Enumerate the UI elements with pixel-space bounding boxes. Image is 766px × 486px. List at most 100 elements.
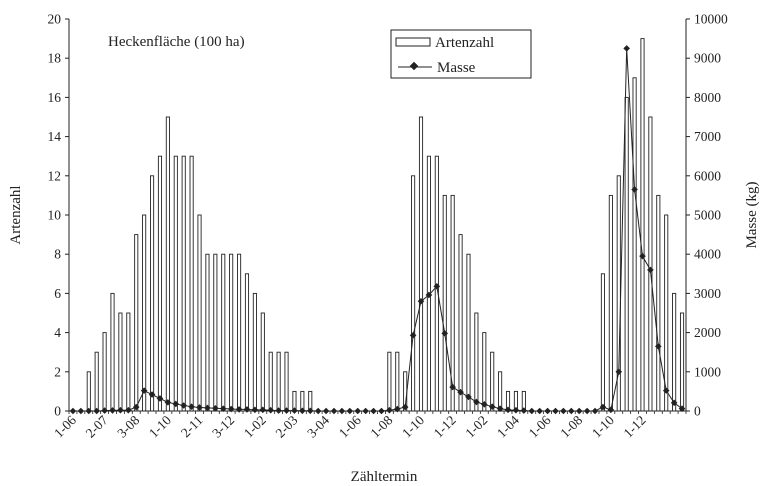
bar-artenzahl-49 — [458, 234, 463, 412]
point-masse-15 — [188, 403, 195, 410]
point-masse-77 — [678, 405, 686, 412]
x-tick-label-16: 1-08 — [557, 412, 585, 440]
right-tick-label-10: 10000 — [694, 12, 728, 27]
x-tick-label-11: 1-10 — [399, 412, 427, 440]
x-tick-label-17: 1-10 — [589, 412, 617, 440]
point-masse-55 — [504, 406, 512, 414]
right-axis-label: Masse (kg) — [744, 181, 760, 248]
x-tick-label-4: 2-11 — [178, 413, 206, 441]
bar-artenzahl-40 — [387, 351, 392, 412]
left-tick-label-1: 2 — [54, 364, 61, 379]
point-masse-23 — [251, 406, 259, 414]
bar-artenzahl-68 — [608, 194, 613, 412]
bar-artenzahl-4 — [102, 332, 107, 412]
point-masse-42 — [401, 403, 409, 411]
point-masse-69 — [615, 368, 623, 376]
point-masse-51 — [473, 398, 480, 406]
point-masse-14 — [180, 402, 187, 409]
point-masse-75 — [662, 387, 670, 394]
bar-artenzahl-17 — [205, 253, 210, 412]
legend-bar-swatch — [395, 37, 431, 47]
bar-artenzahl-11 — [157, 155, 163, 412]
point-masse-48 — [449, 383, 456, 391]
legend-label-artenzahl: Artenzahl — [435, 35, 494, 51]
bar-artenzahl-21 — [237, 253, 242, 412]
right-tick-label-4: 4000 — [694, 247, 721, 262]
left-tick-label-0: 0 — [54, 404, 61, 419]
bar-artenzahl-53 — [490, 351, 495, 412]
left-axis-ticks: 0 2 4 6 8 10 12 14 16 18 20 — [48, 12, 69, 419]
bar-artenzahl-70 — [624, 96, 629, 412]
point-masse-76 — [670, 399, 678, 407]
bar-artenzahl-18 — [213, 253, 218, 412]
point-masse-68 — [607, 406, 615, 414]
right-tick-label-7: 7000 — [694, 129, 721, 144]
bar-artenzahl-44 — [418, 116, 424, 412]
x-tick-label-10: 1-08 — [367, 412, 395, 440]
right-tick-label-9: 9000 — [694, 51, 721, 66]
point-masse-54 — [496, 405, 504, 412]
x-tick-label-9: 1-06 — [336, 412, 364, 440]
bar-artenzahl-7 — [126, 312, 131, 412]
point-masse-13 — [172, 400, 180, 408]
x-tick-label-14: 1-04 — [494, 412, 522, 440]
left-axis-label: Artenzahl — [8, 185, 24, 244]
bar-artenzahl-15 — [189, 155, 194, 412]
point-masse-10 — [148, 391, 156, 398]
bar-artenzahl-6 — [118, 312, 123, 412]
legend: Artenzahl Masse — [390, 29, 532, 79]
bar-artenzahl-52 — [482, 332, 487, 412]
point-masse-74 — [655, 343, 662, 350]
bar-artenzahl-2 — [86, 371, 91, 412]
point-masse-19 — [219, 405, 227, 412]
point-masse-67 — [599, 403, 607, 411]
x-tick-label-2: 3-08 — [114, 412, 142, 440]
x-tick-label-18: 1-12 — [621, 413, 649, 441]
bar-artenzahl-19 — [221, 253, 226, 412]
point-masse-46 — [433, 283, 441, 290]
x-tick-label-7: 2-03 — [272, 412, 300, 440]
bar-artenzahl-27 — [284, 351, 289, 412]
point-masse-9 — [140, 387, 148, 394]
right-tick-label-5: 5000 — [694, 208, 721, 223]
x-tick-label-5: 3-12 — [209, 413, 237, 441]
bar-artenzahl-26 — [276, 351, 281, 412]
legend-label-masse: Masse — [437, 60, 476, 76]
legend-marker — [409, 61, 419, 71]
right-tick-label-2: 2000 — [694, 325, 721, 340]
bar-artenzahl-5 — [110, 292, 115, 412]
left-tick-label-9: 18 — [48, 51, 62, 66]
x-tick-label-13: 1-02 — [462, 413, 490, 441]
point-masse-24 — [259, 406, 267, 414]
point-masse-72 — [639, 252, 646, 260]
right-tick-label-0: 0 — [694, 404, 701, 419]
point-masse-22 — [243, 406, 251, 413]
right-tick-label-1: 1000 — [694, 364, 721, 379]
bar-artenzahl-72 — [640, 38, 645, 412]
point-masse-25 — [267, 406, 275, 414]
point-masse-21 — [235, 406, 243, 413]
left-tick-label-2: 4 — [54, 325, 61, 340]
bar-artenzahl-73 — [648, 116, 653, 412]
point-masse-40 — [386, 406, 393, 414]
point-masse-71 — [631, 186, 638, 193]
point-masse-50 — [465, 393, 472, 401]
point-masse-47 — [441, 330, 449, 337]
bar-artenzahl-24 — [260, 312, 265, 412]
x-tick-label-15: 1-06 — [526, 412, 554, 440]
bar-artenzahl-74 — [656, 194, 661, 412]
point-masse-49 — [457, 388, 464, 396]
series-line-masse — [72, 48, 683, 412]
bar-artenzahl-3 — [94, 351, 99, 412]
point-masse-44 — [417, 297, 425, 305]
bar-artenzahl-76 — [672, 292, 677, 412]
point-masse-53 — [488, 403, 496, 410]
bar-artenzahl-71 — [632, 77, 637, 412]
bar-artenzahl-20 — [229, 253, 234, 412]
right-tick-label-8: 8000 — [694, 90, 721, 105]
x-tick-label-8: 3-04 — [304, 412, 332, 440]
left-tick-label-7: 14 — [48, 129, 62, 144]
bar-artenzahl-77 — [679, 312, 685, 412]
bar-artenzahl-23 — [252, 292, 257, 412]
